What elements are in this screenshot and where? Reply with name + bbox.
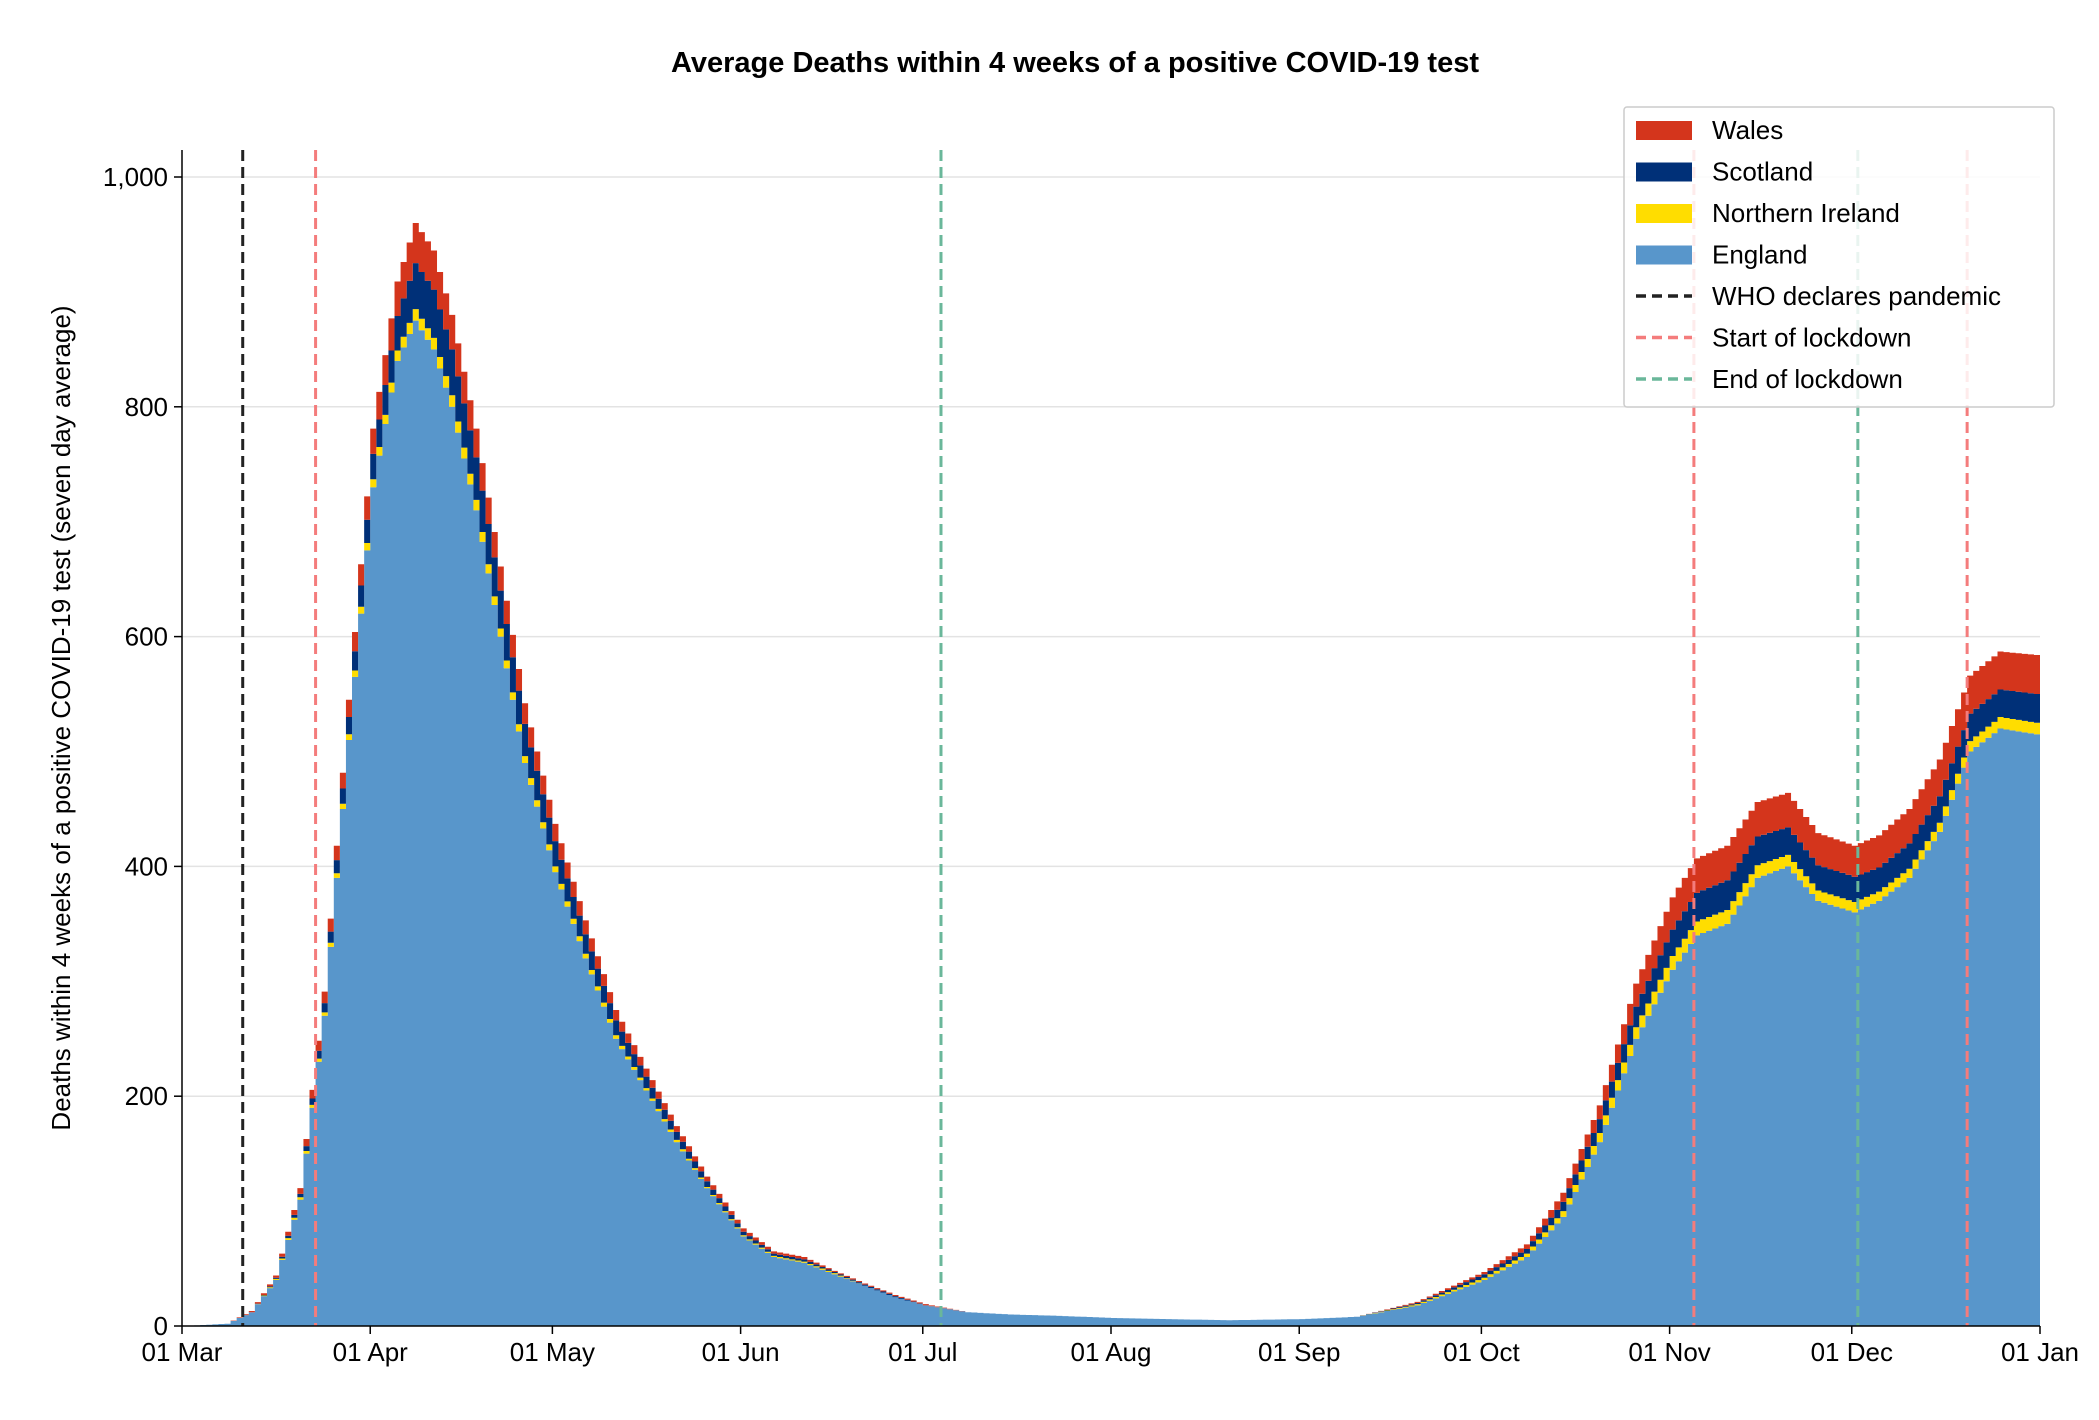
legend-swatch-wales bbox=[1636, 121, 1692, 140]
legend-label-start-of-lockdown: Start of lockdown bbox=[1712, 323, 1911, 353]
x-tick-label: 01 Oct bbox=[1443, 1337, 1520, 1367]
stacked-areas bbox=[182, 222, 2040, 1327]
x-tick-label: 01 Nov bbox=[1628, 1337, 1710, 1367]
y-tick-label: 0 bbox=[154, 1311, 168, 1341]
legend-swatch-england bbox=[1636, 245, 1692, 265]
y-tick-label: 400 bbox=[125, 851, 168, 881]
area-england bbox=[182, 320, 2040, 1326]
legend-label-northern-ireland: Northern Ireland bbox=[1712, 198, 1900, 228]
x-tick-label: 01 Jan bbox=[2001, 1337, 2079, 1367]
axes: 0 200 400 600 800 1,000 01 Mar 01 Apr 01 May 01 J… bbox=[103, 150, 2079, 1367]
legend-label-england: England bbox=[1712, 240, 1807, 270]
legend-label-who-declares-pandemic: WHO declares pandemic bbox=[1712, 281, 2001, 311]
legend-label-wales: Wales bbox=[1712, 115, 1783, 145]
legend-swatch-scotland bbox=[1636, 162, 1692, 182]
legend-label-end-of-lockdown: End of lockdown bbox=[1712, 364, 1903, 394]
y-tick-label: 1,000 bbox=[103, 162, 168, 192]
x-tick-label: 01 Dec bbox=[1811, 1337, 1893, 1367]
legend: Wales Scotland Northern Ireland England WHO … bbox=[1623, 106, 2055, 408]
y-tick-label: 600 bbox=[125, 622, 168, 652]
x-tick-label: 01 Mar bbox=[142, 1337, 223, 1367]
chart-title: Average Deaths within 4 weeks of a posit… bbox=[671, 47, 1479, 79]
y-axis-label: Deaths within 4 weeks of a positive COVI… bbox=[46, 305, 76, 1130]
x-tick-label: 01 Jul bbox=[888, 1337, 957, 1367]
x-tick-label: 01 Aug bbox=[1071, 1337, 1152, 1367]
x-tick-label: 01 Apr bbox=[333, 1337, 409, 1367]
legend-box bbox=[1623, 106, 2055, 408]
legend-label-scotland: Scotland bbox=[1712, 157, 1813, 187]
x-tick-label: 01 May bbox=[510, 1337, 595, 1367]
y-tick-label: 800 bbox=[125, 392, 168, 422]
y-tick-label: 200 bbox=[125, 1081, 168, 1111]
x-tick-label: 01 Sep bbox=[1258, 1337, 1340, 1367]
x-tick-label: 01 Jun bbox=[702, 1337, 780, 1367]
legend-swatch-northern-ireland bbox=[1636, 204, 1692, 223]
